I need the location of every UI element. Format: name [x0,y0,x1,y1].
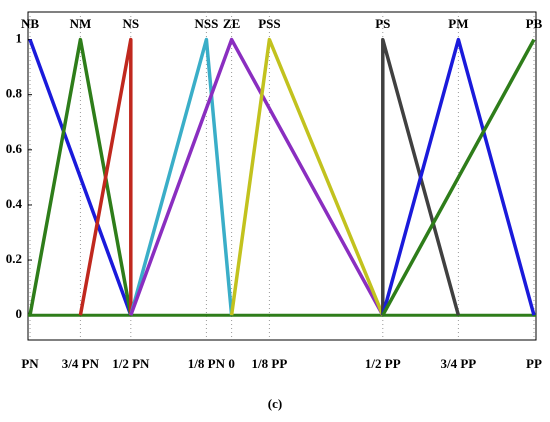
series-label: PSS [258,16,280,31]
series-label: PM [448,16,468,31]
x-tick-label: 1/2 PP [365,356,401,371]
x-tick-label: PN [21,356,39,371]
x-tick-label: 3/4 PP [441,356,477,371]
membership-line [229,37,385,316]
y-tick-label: 0.2 [6,251,22,266]
y-tick-label: 0.4 [6,196,23,211]
membership-line [28,37,133,316]
series-label: NM [70,16,92,31]
membership-line [129,37,385,317]
series-label: PB [526,16,543,31]
series-label: ZE [223,16,240,31]
membership-line [78,37,133,316]
y-tick-label: 1 [16,31,23,46]
y-tick-label: 0.6 [6,141,23,156]
x-tick-label: PP [526,356,542,371]
membership-line [28,38,133,316]
series-label: NSS [194,16,218,31]
x-tick-label: 1/8 PP [252,356,288,371]
y-tick-label: 0.8 [6,86,23,101]
x-tick-label: 1/8 PN [188,356,226,371]
x-tick-label: 1/2 PN [112,356,150,371]
plot-frame [27,11,537,341]
y-tick-label: 0 [16,306,23,321]
series-label: NB [21,16,39,31]
membership-line [381,37,536,316]
membership-line [381,38,536,317]
membership-line [129,37,234,316]
series-label: NS [122,16,139,31]
caption: (c) [268,396,282,411]
x-tick-label: 3/4 PN [62,356,100,371]
x-tick-label: 0 [228,356,235,371]
series-label: PS [375,16,390,31]
